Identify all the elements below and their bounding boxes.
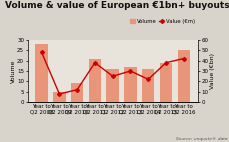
Bar	[35, 44, 48, 102]
Bar	[159, 63, 172, 102]
Bar	[88, 59, 101, 102]
Y-axis label: Volume: Volume	[11, 59, 16, 83]
Bar	[106, 69, 118, 102]
Legend: Volume, Value (€m): Volume, Value (€m)	[129, 19, 194, 24]
Bar	[71, 83, 83, 102]
Bar	[177, 50, 189, 102]
Text: Source: unquote® data: Source: unquote® data	[175, 137, 227, 141]
Bar	[53, 92, 65, 102]
Y-axis label: Value (€bn): Value (€bn)	[209, 53, 214, 89]
Bar	[124, 67, 136, 102]
Bar	[142, 69, 154, 102]
Text: Volume & value of European €1bn+ buyouts: Volume & value of European €1bn+ buyouts	[5, 1, 228, 10]
